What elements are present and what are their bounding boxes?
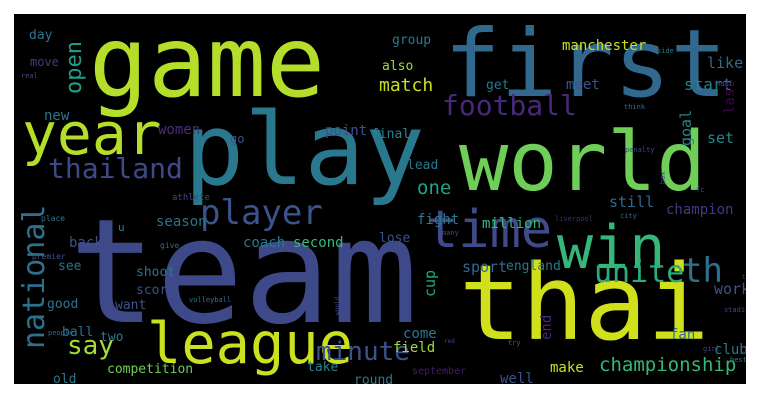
word-like: like: [707, 54, 743, 72]
word-well: well: [500, 371, 534, 384]
word-england: england: [506, 259, 561, 274]
word-start: start: [684, 75, 732, 94]
word-still: still: [609, 193, 654, 211]
word-club: club: [714, 342, 746, 358]
word-ball: ball: [62, 325, 93, 340]
word-would: would: [334, 297, 341, 315]
word-u: u: [118, 221, 125, 234]
word-move: move: [30, 55, 59, 69]
word-liverpool: liverpool: [555, 215, 593, 223]
word-end: end: [539, 315, 555, 340]
word-new: new: [44, 108, 70, 124]
word-win: win: [557, 213, 665, 283]
word-best: best: [730, 356, 746, 364]
word-place: place: [41, 214, 65, 223]
word-goal: goal: [677, 110, 695, 146]
word-think: think: [624, 103, 646, 111]
word-day: day: [29, 28, 53, 43]
word-good: good: [47, 297, 78, 312]
word-stadium: stadium: [724, 306, 746, 314]
word-unite: unite: [594, 255, 684, 290]
word-open: open: [62, 41, 87, 94]
word-league: league: [147, 311, 353, 377]
word-two: two: [100, 330, 123, 345]
word-first: first: [444, 14, 727, 119]
word-meet: meet: [566, 77, 600, 93]
word-lose: lose: [379, 231, 410, 246]
word-score: score: [136, 283, 175, 298]
word-see: see: [58, 259, 82, 274]
word-volleyball: volleyball: [189, 296, 231, 304]
word-september: september: [412, 366, 466, 377]
word-also: also: [382, 59, 413, 74]
word-many: many: [442, 229, 459, 237]
word-premier: premier: [32, 252, 66, 261]
word-lead: lead: [407, 158, 438, 173]
word-come: come: [403, 326, 437, 342]
word-year: year: [22, 100, 162, 168]
word-go: go: [230, 132, 244, 146]
word-cup: cup: [421, 270, 439, 297]
word-make: make: [550, 360, 584, 376]
word-fc: fc: [696, 186, 704, 194]
word-player: player: [200, 193, 323, 233]
word-thai: thai: [459, 242, 709, 364]
word-one: one: [417, 177, 451, 199]
word-point: point: [325, 123, 367, 139]
word-shoot: shoot: [136, 265, 175, 280]
word-girl: girl: [703, 345, 720, 353]
word-time: time: [427, 200, 552, 260]
word-half: half: [716, 80, 733, 88]
word-group: group: [392, 33, 431, 48]
word-manchester: manchester: [562, 38, 646, 54]
word-get: get: [486, 78, 509, 93]
word-real: real: [21, 72, 38, 80]
word-championship: championship: [599, 354, 736, 376]
word-today: today: [742, 274, 746, 281]
word-take: take: [307, 360, 338, 375]
word-city: city: [620, 212, 637, 220]
word-old: old: [53, 372, 76, 384]
word-say: say: [67, 331, 114, 361]
word-play: play: [184, 91, 425, 208]
word-try: try: [508, 339, 521, 347]
word-fan: fan: [670, 327, 695, 343]
word-national: national: [17, 205, 52, 350]
word-match: match: [379, 75, 433, 96]
word-th: th: [682, 251, 723, 291]
word-work: work: [714, 280, 746, 298]
word-competition: competition: [107, 362, 193, 377]
word-want: want: [115, 298, 146, 313]
word-give: give: [160, 241, 179, 250]
word-second: second: [293, 235, 344, 251]
word-box: box: [659, 171, 667, 184]
word-fight: fight: [417, 212, 459, 228]
word-coach: coach: [243, 235, 285, 251]
word-game: game: [89, 14, 325, 120]
word-sport: sport: [462, 258, 507, 276]
word-back: back: [69, 235, 103, 251]
word-minute: minute: [316, 337, 410, 367]
word-people: people: [48, 329, 73, 337]
word-final: final: [371, 127, 410, 142]
word-champion: champion: [666, 202, 733, 218]
word-world: world: [459, 115, 706, 210]
word-last: last: [722, 80, 738, 114]
word-round: round: [354, 373, 393, 384]
word-women: women: [158, 122, 200, 138]
word-penalty: penalty: [625, 146, 655, 154]
word-team: team: [69, 188, 418, 357]
word-season: season: [156, 214, 207, 230]
word-side: side: [657, 47, 674, 55]
word-million: million: [482, 216, 541, 232]
word-red: red: [444, 338, 455, 345]
word-football: football: [442, 89, 577, 122]
word-athlete: athlete: [172, 193, 210, 203]
word-cloud: game first play world team thai year league win t…: [14, 14, 746, 384]
word-thailand: thailand: [48, 152, 183, 185]
word-field: field: [393, 340, 435, 356]
word-set: set: [707, 129, 734, 147]
